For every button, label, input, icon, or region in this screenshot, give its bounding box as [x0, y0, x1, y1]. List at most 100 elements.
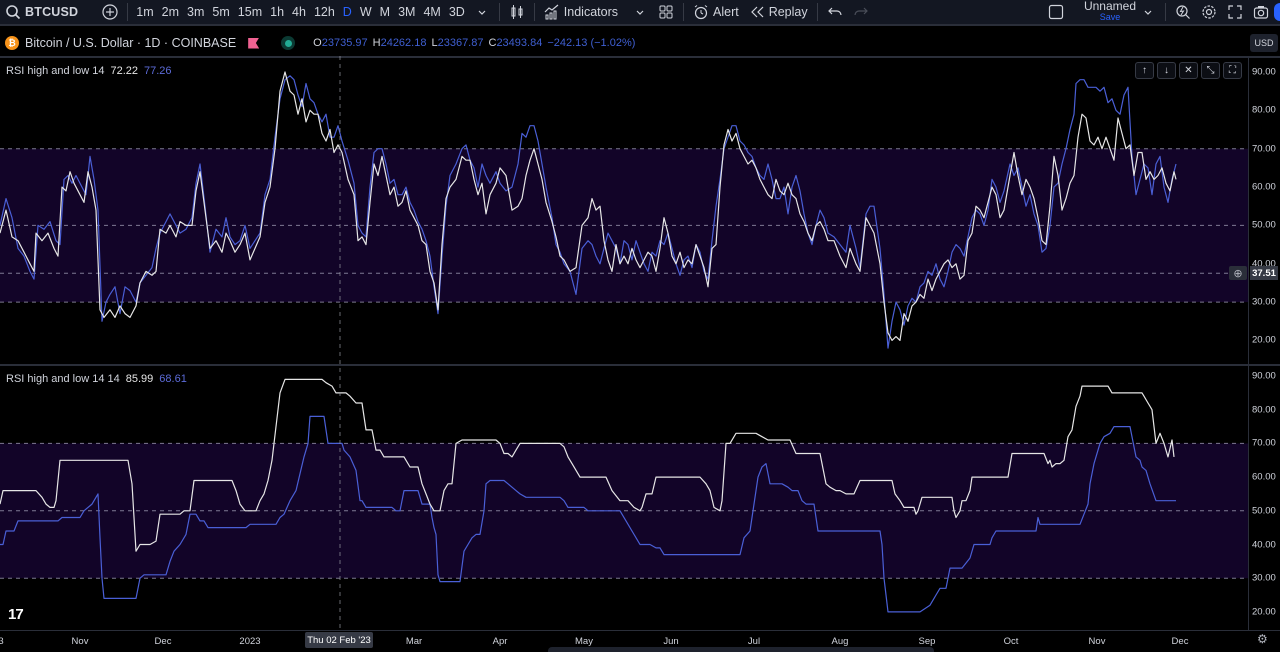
- interval-5m[interactable]: 5m: [212, 5, 230, 19]
- interval-3m[interactable]: 3m: [187, 5, 205, 19]
- interval-M[interactable]: M: [379, 5, 391, 19]
- rewind-icon: [750, 6, 764, 18]
- y-axis-tick-label: 90.00: [1252, 66, 1276, 78]
- crosshair-time-tag: Thu 02 Feb '23: [305, 632, 373, 648]
- indicators-button[interactable]: Indicators: [539, 0, 623, 25]
- symbol-legend: ₿ Bitcoin / U.S. Dollar · 1D · COINBASE …: [0, 30, 635, 56]
- y-axis-tick-label: 30.00: [1252, 572, 1276, 584]
- plus-circle-icon: [102, 4, 118, 20]
- y-axis-tick-label: 60.00: [1252, 471, 1276, 483]
- interval-15m[interactable]: 15m: [237, 5, 263, 19]
- axis-settings-gear-icon[interactable]: ⚙: [1257, 632, 1268, 646]
- indicators-templates-dropdown[interactable]: [627, 0, 653, 25]
- time-axis-label: May: [575, 636, 593, 647]
- replay-label: Replay: [768, 5, 808, 19]
- interval-4M[interactable]: 4M: [423, 5, 441, 19]
- quick-search-button[interactable]: [1170, 0, 1196, 25]
- move-pane-up-button[interactable]: ↑: [1135, 62, 1154, 79]
- time-axis-label: 3: [0, 636, 4, 647]
- open-value: 23735.97: [321, 37, 368, 49]
- time-axis-label: Dec: [1171, 636, 1189, 647]
- interval-W[interactable]: W: [359, 5, 372, 19]
- chevron-down-icon: [1144, 10, 1152, 15]
- time-axis-label: Aug: [831, 636, 849, 647]
- ohlc-values: O23735.97 H24262.18 L23367.87 C23493.84 …: [313, 37, 635, 49]
- interval-12h[interactable]: 12h: [313, 5, 335, 19]
- indicator-value-high: 72.22: [110, 65, 138, 77]
- intervals-dropdown[interactable]: [469, 0, 495, 25]
- time-axis-label: Jun: [663, 636, 679, 647]
- market-open-status-icon[interactable]: [281, 36, 296, 50]
- collapse-pane-button[interactable]: ⤡: [1201, 62, 1220, 79]
- change-value: −242.13 (−1.02%): [547, 37, 636, 49]
- chevron-down-icon: [636, 10, 644, 15]
- low-key: L: [431, 37, 438, 49]
- fullscreen-icon: [1228, 5, 1242, 19]
- close-pane-button[interactable]: ✕: [1179, 62, 1198, 79]
- chart-type-button[interactable]: [504, 0, 530, 25]
- rsi-pane-2-legend[interactable]: RSI high and low 14 14 85.99 68.61: [6, 373, 187, 385]
- layout-checkbox[interactable]: [1043, 0, 1069, 25]
- y-axis-tick-label: 40.00: [1252, 539, 1276, 550]
- chevron-down-icon: [478, 10, 486, 15]
- symbol-search-button[interactable]: BTCUSD: [0, 0, 83, 25]
- tradingview-logo[interactable]: 17: [8, 606, 24, 623]
- divider: [498, 3, 500, 21]
- open-key: O: [313, 37, 322, 49]
- bitcoin-logo-icon: ₿: [5, 36, 19, 50]
- indicator-value-low: 77.26: [143, 65, 172, 77]
- time-axis-label: Apr: [492, 636, 508, 647]
- interval-3D[interactable]: 3D: [448, 5, 465, 19]
- bottom-panel-handle[interactable]: [548, 647, 934, 652]
- divider: [816, 3, 818, 21]
- alert-button[interactable]: Alert: [688, 0, 744, 25]
- time-axis-label: Dec: [154, 636, 172, 647]
- undo-button[interactable]: [822, 0, 848, 25]
- rsi-pane-1-legend[interactable]: RSI high and low 14 72.22 77.26: [6, 65, 172, 77]
- redo-button[interactable]: [848, 0, 874, 25]
- y-axis-tick-label: 40.00: [1252, 258, 1276, 270]
- interval-1m[interactable]: 1m: [136, 5, 154, 19]
- close-key: C: [488, 37, 497, 49]
- divider: [533, 3, 535, 21]
- interval-D[interactable]: D: [342, 5, 352, 19]
- time-axis-label: Nov: [71, 636, 89, 647]
- save-link[interactable]: Save: [1099, 12, 1121, 22]
- currency-button[interactable]: USD: [1250, 34, 1278, 52]
- flag-icon[interactable]: [248, 37, 260, 49]
- add-alert-plus-icon[interactable]: ⊕: [1229, 266, 1247, 280]
- grid-layout-icon: [659, 5, 673, 19]
- y-axis-tick-label: 20.00: [1252, 606, 1276, 618]
- interval-4h[interactable]: 4h: [292, 5, 306, 19]
- y-axis-tick-label: 90.00: [1252, 370, 1276, 382]
- indicator-value-high: 85.99: [125, 373, 154, 385]
- move-pane-down-button[interactable]: ↓: [1157, 62, 1176, 79]
- candlestick-icon: [511, 5, 523, 19]
- interval-1h[interactable]: 1h: [270, 5, 285, 19]
- y-axis-tick-label: 50.00: [1252, 505, 1276, 517]
- symbol-name: BTCUSD: [25, 5, 79, 19]
- gear-icon: [1202, 5, 1216, 19]
- layouts-button[interactable]: [653, 0, 679, 25]
- snapshot-button[interactable]: [1248, 0, 1274, 25]
- replay-button[interactable]: Replay: [744, 0, 813, 25]
- pane-controls: ↑ ↓ ✕ ⤡ ⛶: [1135, 62, 1242, 79]
- top-toolbar: BTCUSD 1m 2m 3m 5m 15m 1h 4h 12h D W M 3…: [0, 0, 1280, 26]
- divider: [683, 3, 684, 21]
- interval-3M[interactable]: 3M: [398, 5, 416, 19]
- publish-button-edge[interactable]: [1274, 3, 1280, 21]
- compare-symbol-button[interactable]: [97, 0, 123, 25]
- layout-name-button[interactable]: Unnamed Save: [1079, 0, 1161, 25]
- maximize-pane-button[interactable]: ⛶: [1223, 62, 1242, 79]
- indicator-title: RSI high and low 14 14: [6, 373, 120, 385]
- time-axis-label: 2023: [239, 636, 261, 647]
- y-axis-tick-label: 80.00: [1252, 404, 1276, 416]
- indicators-icon: [544, 4, 559, 20]
- interval-2m[interactable]: 2m: [161, 5, 180, 19]
- settings-button[interactable]: [1196, 0, 1222, 25]
- fullscreen-button[interactable]: [1222, 0, 1248, 25]
- time-axis-label: Jul: [747, 636, 761, 647]
- instrument-title[interactable]: Bitcoin / U.S. Dollar · 1D · COINBASE: [25, 36, 237, 50]
- y-axis-tick-label: 30.00: [1252, 296, 1276, 308]
